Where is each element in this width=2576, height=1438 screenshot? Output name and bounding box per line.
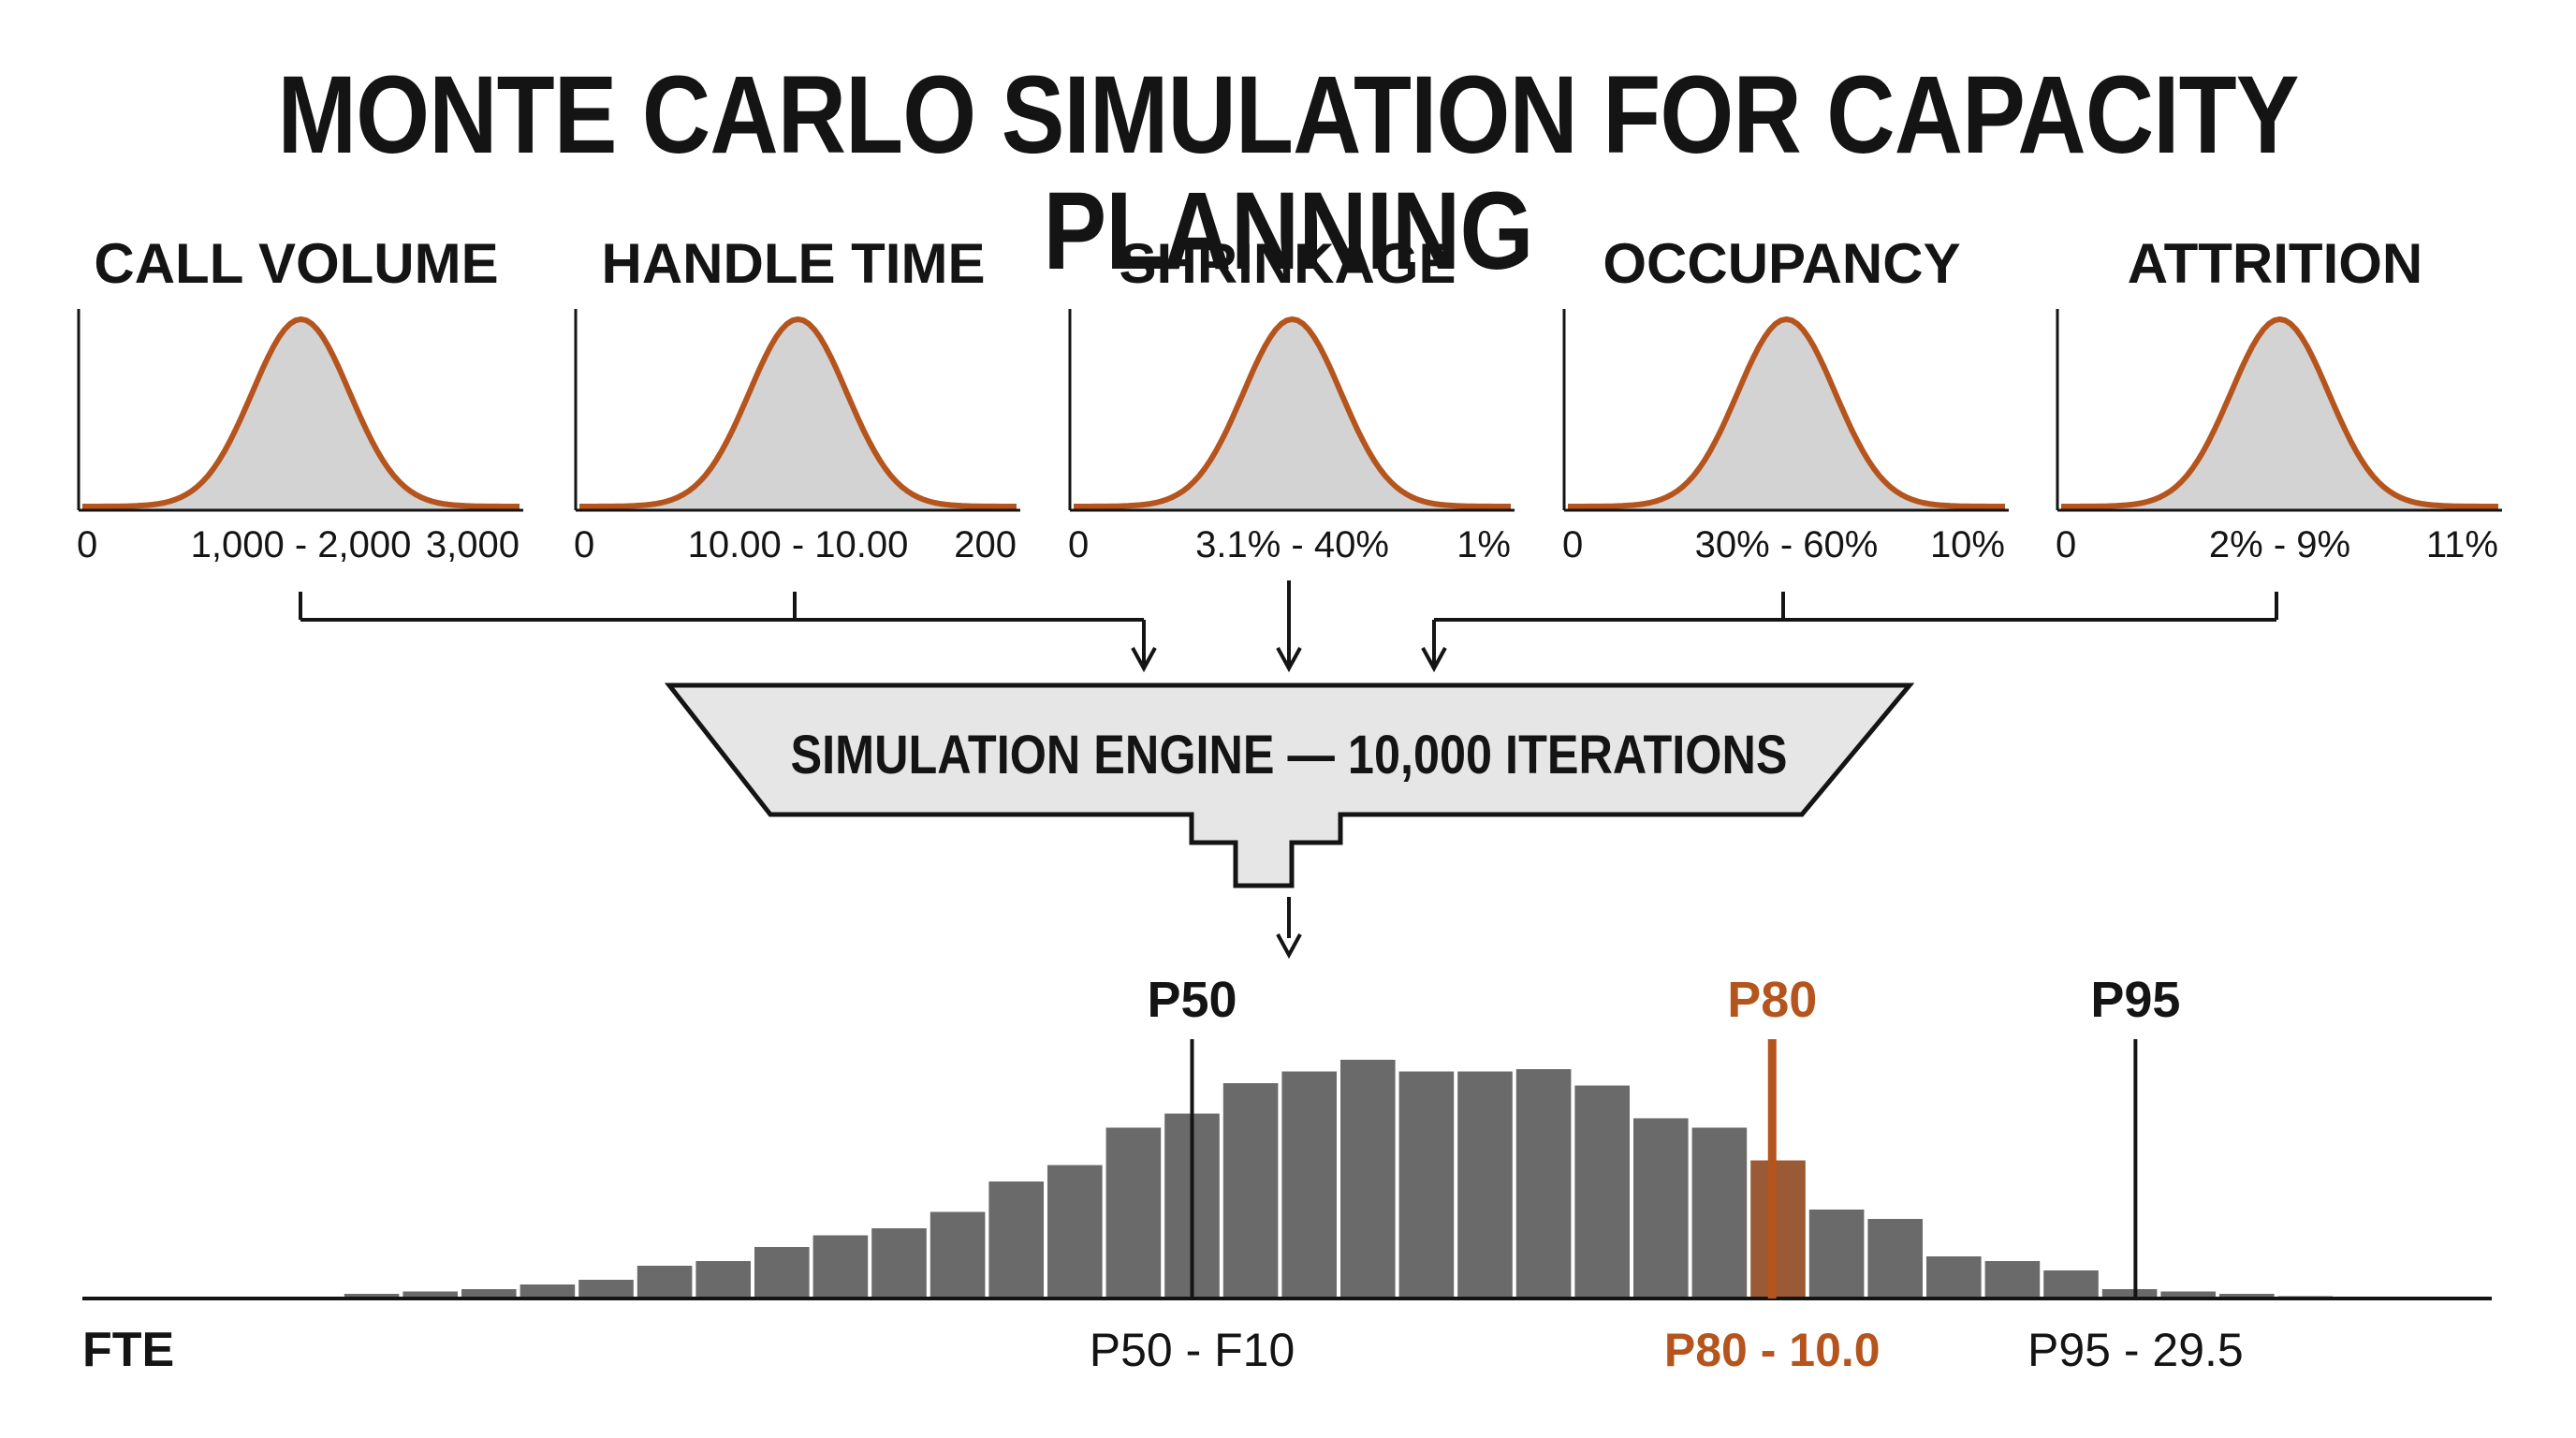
distribution-curve xyxy=(2061,316,2498,509)
histogram-bar xyxy=(578,1280,634,1299)
histogram-bar-highlight xyxy=(1750,1160,1806,1299)
distribution-area xyxy=(1074,319,1511,510)
marker-value-label: P95 - 29.5 xyxy=(2027,1324,2244,1376)
histogram-bar xyxy=(1808,1210,1865,1299)
histogram-bar xyxy=(1340,1060,1396,1299)
histogram-bar xyxy=(520,1284,576,1299)
engine-output-arrow xyxy=(1276,897,1302,960)
input-distributions: CALL VOLUME 0 1,000 - 2,000 3,000 HANDLE TIM… xyxy=(77,232,2502,565)
histogram-bar xyxy=(1574,1085,1630,1299)
axis-max-label: 10% xyxy=(1930,524,2005,565)
input-connectors xyxy=(299,580,2278,673)
input-panel: SHRINKAGE 0 3.1% - 40% 1% xyxy=(1068,232,1515,565)
histogram-bar xyxy=(754,1247,810,1299)
axis-min-label: 0 xyxy=(77,524,97,565)
marker-value-label: P50 - F10 xyxy=(1090,1324,1295,1376)
histogram-bar xyxy=(1281,1071,1337,1299)
distribution-area xyxy=(579,319,1017,510)
histogram-bar xyxy=(1222,1083,1279,1299)
arrow-head xyxy=(1421,647,1447,673)
axis-range-label: 1,000 - 2,000 xyxy=(191,524,412,565)
simulation-engine: SIMULATION ENGINE — 10,000 ITERATIONS xyxy=(664,682,1915,888)
marker-name: P95 xyxy=(2090,972,2180,1028)
input-panel: HANDLE TIME 0 10.00 - 10.00 200 xyxy=(574,232,1020,565)
axis-min-label: 0 xyxy=(1068,524,1089,565)
output-histogram xyxy=(82,1060,2492,1300)
axis-range-label: 30% - 60% xyxy=(1695,524,1879,565)
distribution-area xyxy=(82,319,520,510)
axis-max-label: 200 xyxy=(954,524,1017,565)
histogram-bar xyxy=(1457,1071,1513,1299)
axis-max-label: 1% xyxy=(1456,524,1511,565)
distribution-curve xyxy=(1568,316,2005,509)
histogram-bar xyxy=(988,1181,1044,1299)
axis-range-label: 2% - 9% xyxy=(2209,524,2350,565)
input-panel: OCCUPANCY 0 30% - 60% 10% xyxy=(1562,232,2009,565)
axis-min-label: 0 xyxy=(2056,524,2076,565)
histogram-bar xyxy=(1984,1261,2041,1299)
distribution-curve xyxy=(579,316,1017,509)
histogram-bar xyxy=(695,1261,751,1299)
marker-name: P50 xyxy=(1147,972,1237,1028)
input-panel: ATTRITION 0 2% - 9% 11% xyxy=(2056,232,2502,565)
distribution-area xyxy=(1568,319,2005,510)
marker-p80: P80 P80 - 10.0 xyxy=(1664,972,1881,1376)
input-title: OCCUPANCY xyxy=(1603,232,1960,295)
histogram-bar xyxy=(1515,1069,1572,1299)
distribution-curve xyxy=(1074,316,1511,509)
axis-min-label: 0 xyxy=(574,524,594,565)
fte-axis-label: FTE xyxy=(82,1323,174,1377)
marker-p95: P95 P95 - 29.5 xyxy=(2027,972,2244,1376)
histogram-bar xyxy=(929,1211,986,1299)
histogram-bar xyxy=(1398,1071,1455,1299)
input-panel: CALL VOLUME 0 1,000 - 2,000 3,000 xyxy=(77,232,523,565)
page-title: MONTE CARLO SIMULATION FOR CAPACITY PLAN… xyxy=(277,53,2299,293)
histogram-bar xyxy=(871,1228,927,1299)
engine-label: SIMULATION ENGINE — 10,000 ITERATIONS xyxy=(791,725,1788,785)
percentile-markers: P50 P50 - F10 P80 P80 - 10.0 P95 P95 - 29.5 xyxy=(1090,972,2244,1376)
histogram-bar xyxy=(461,1289,517,1299)
histogram-bar xyxy=(812,1235,869,1299)
axis-max-label: 3,000 xyxy=(426,524,520,565)
input-title: SHRINKAGE xyxy=(1119,232,1456,295)
marker-value-label: P80 - 10.0 xyxy=(1664,1324,1881,1376)
histogram-bar xyxy=(1633,1118,1689,1299)
input-title: ATTRITION xyxy=(2128,232,2423,295)
histogram-bar xyxy=(1867,1219,1923,1299)
distribution-area xyxy=(2061,319,2498,510)
input-title: HANDLE TIME xyxy=(602,232,986,295)
histogram-bar xyxy=(1105,1127,1162,1299)
histogram-bar xyxy=(637,1266,693,1299)
histogram-bar xyxy=(1047,1165,1103,1299)
arrow-head xyxy=(1131,647,1157,673)
axis-max-label: 11% xyxy=(2426,524,2498,565)
marker-name: P80 xyxy=(1727,972,1817,1028)
histogram-bar xyxy=(2101,1289,2158,1299)
engine-funnel-shape xyxy=(664,682,1915,888)
histogram-bar xyxy=(344,1294,400,1299)
distribution-curve xyxy=(82,316,520,509)
marker-p50: P50 P50 - F10 xyxy=(1090,972,1295,1376)
histogram-bar xyxy=(2160,1291,2216,1299)
axis-range-label: 10.00 - 10.00 xyxy=(688,524,909,565)
arrow-head xyxy=(1276,647,1302,673)
histogram-bar xyxy=(2219,1294,2275,1299)
histogram-bar xyxy=(2043,1270,2099,1299)
histogram-bar xyxy=(402,1291,458,1299)
axis-range-label: 3.1% - 40% xyxy=(1195,524,1389,565)
histogram-bar xyxy=(1691,1127,1748,1299)
input-title: CALL VOLUME xyxy=(94,232,498,295)
axis-min-label: 0 xyxy=(1562,524,1583,565)
histogram-bar xyxy=(1926,1256,1982,1299)
